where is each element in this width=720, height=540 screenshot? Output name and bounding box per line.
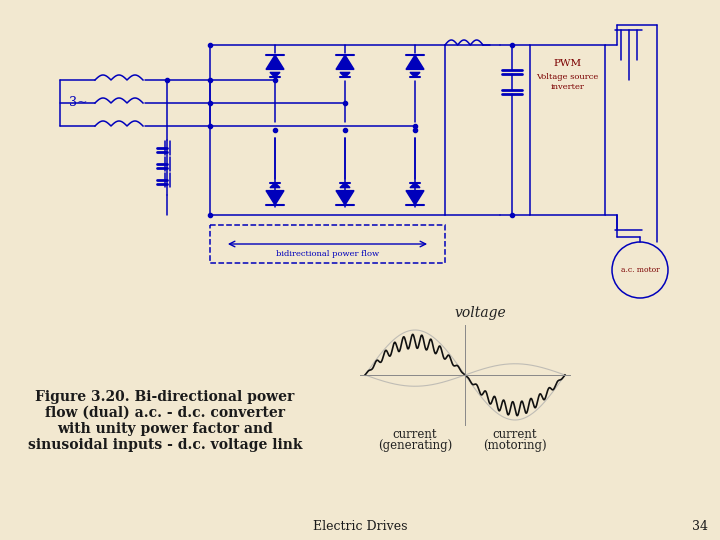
Polygon shape	[340, 72, 350, 77]
Text: sinusoidal inputs - d.c. voltage link: sinusoidal inputs - d.c. voltage link	[28, 438, 302, 452]
Text: (motoring): (motoring)	[483, 439, 546, 452]
Text: flow (dual) a.c. - d.c. converter: flow (dual) a.c. - d.c. converter	[45, 406, 285, 420]
Text: Figure 3.20. Bi-directional power: Figure 3.20. Bi-directional power	[35, 390, 294, 404]
Text: current: current	[492, 428, 537, 441]
Text: a.c. motor: a.c. motor	[621, 266, 660, 274]
Polygon shape	[270, 72, 280, 77]
Polygon shape	[336, 191, 354, 205]
Bar	[530, 45, 605, 215]
Text: with unity power factor and: with unity power factor and	[57, 422, 273, 436]
Text: PWM: PWM	[554, 58, 582, 68]
Text: bidirectional power flow: bidirectional power flow	[276, 250, 379, 258]
Polygon shape	[266, 55, 284, 70]
Polygon shape	[410, 72, 420, 77]
Text: 34: 34	[692, 519, 708, 532]
Text: 3~: 3~	[68, 96, 87, 109]
Polygon shape	[336, 55, 354, 70]
Polygon shape	[410, 183, 420, 187]
Polygon shape	[406, 55, 424, 70]
Polygon shape	[270, 183, 280, 187]
Text: Voltage source: Voltage source	[536, 73, 598, 81]
Text: voltage: voltage	[454, 306, 506, 320]
Polygon shape	[406, 191, 424, 205]
Polygon shape	[340, 183, 350, 187]
Text: (generating): (generating)	[378, 439, 452, 452]
Bar	[210, 225, 445, 263]
Polygon shape	[266, 191, 284, 205]
Text: current: current	[392, 428, 437, 441]
Text: inverter: inverter	[551, 83, 585, 91]
Text: Electric Drives: Electric Drives	[312, 519, 408, 532]
